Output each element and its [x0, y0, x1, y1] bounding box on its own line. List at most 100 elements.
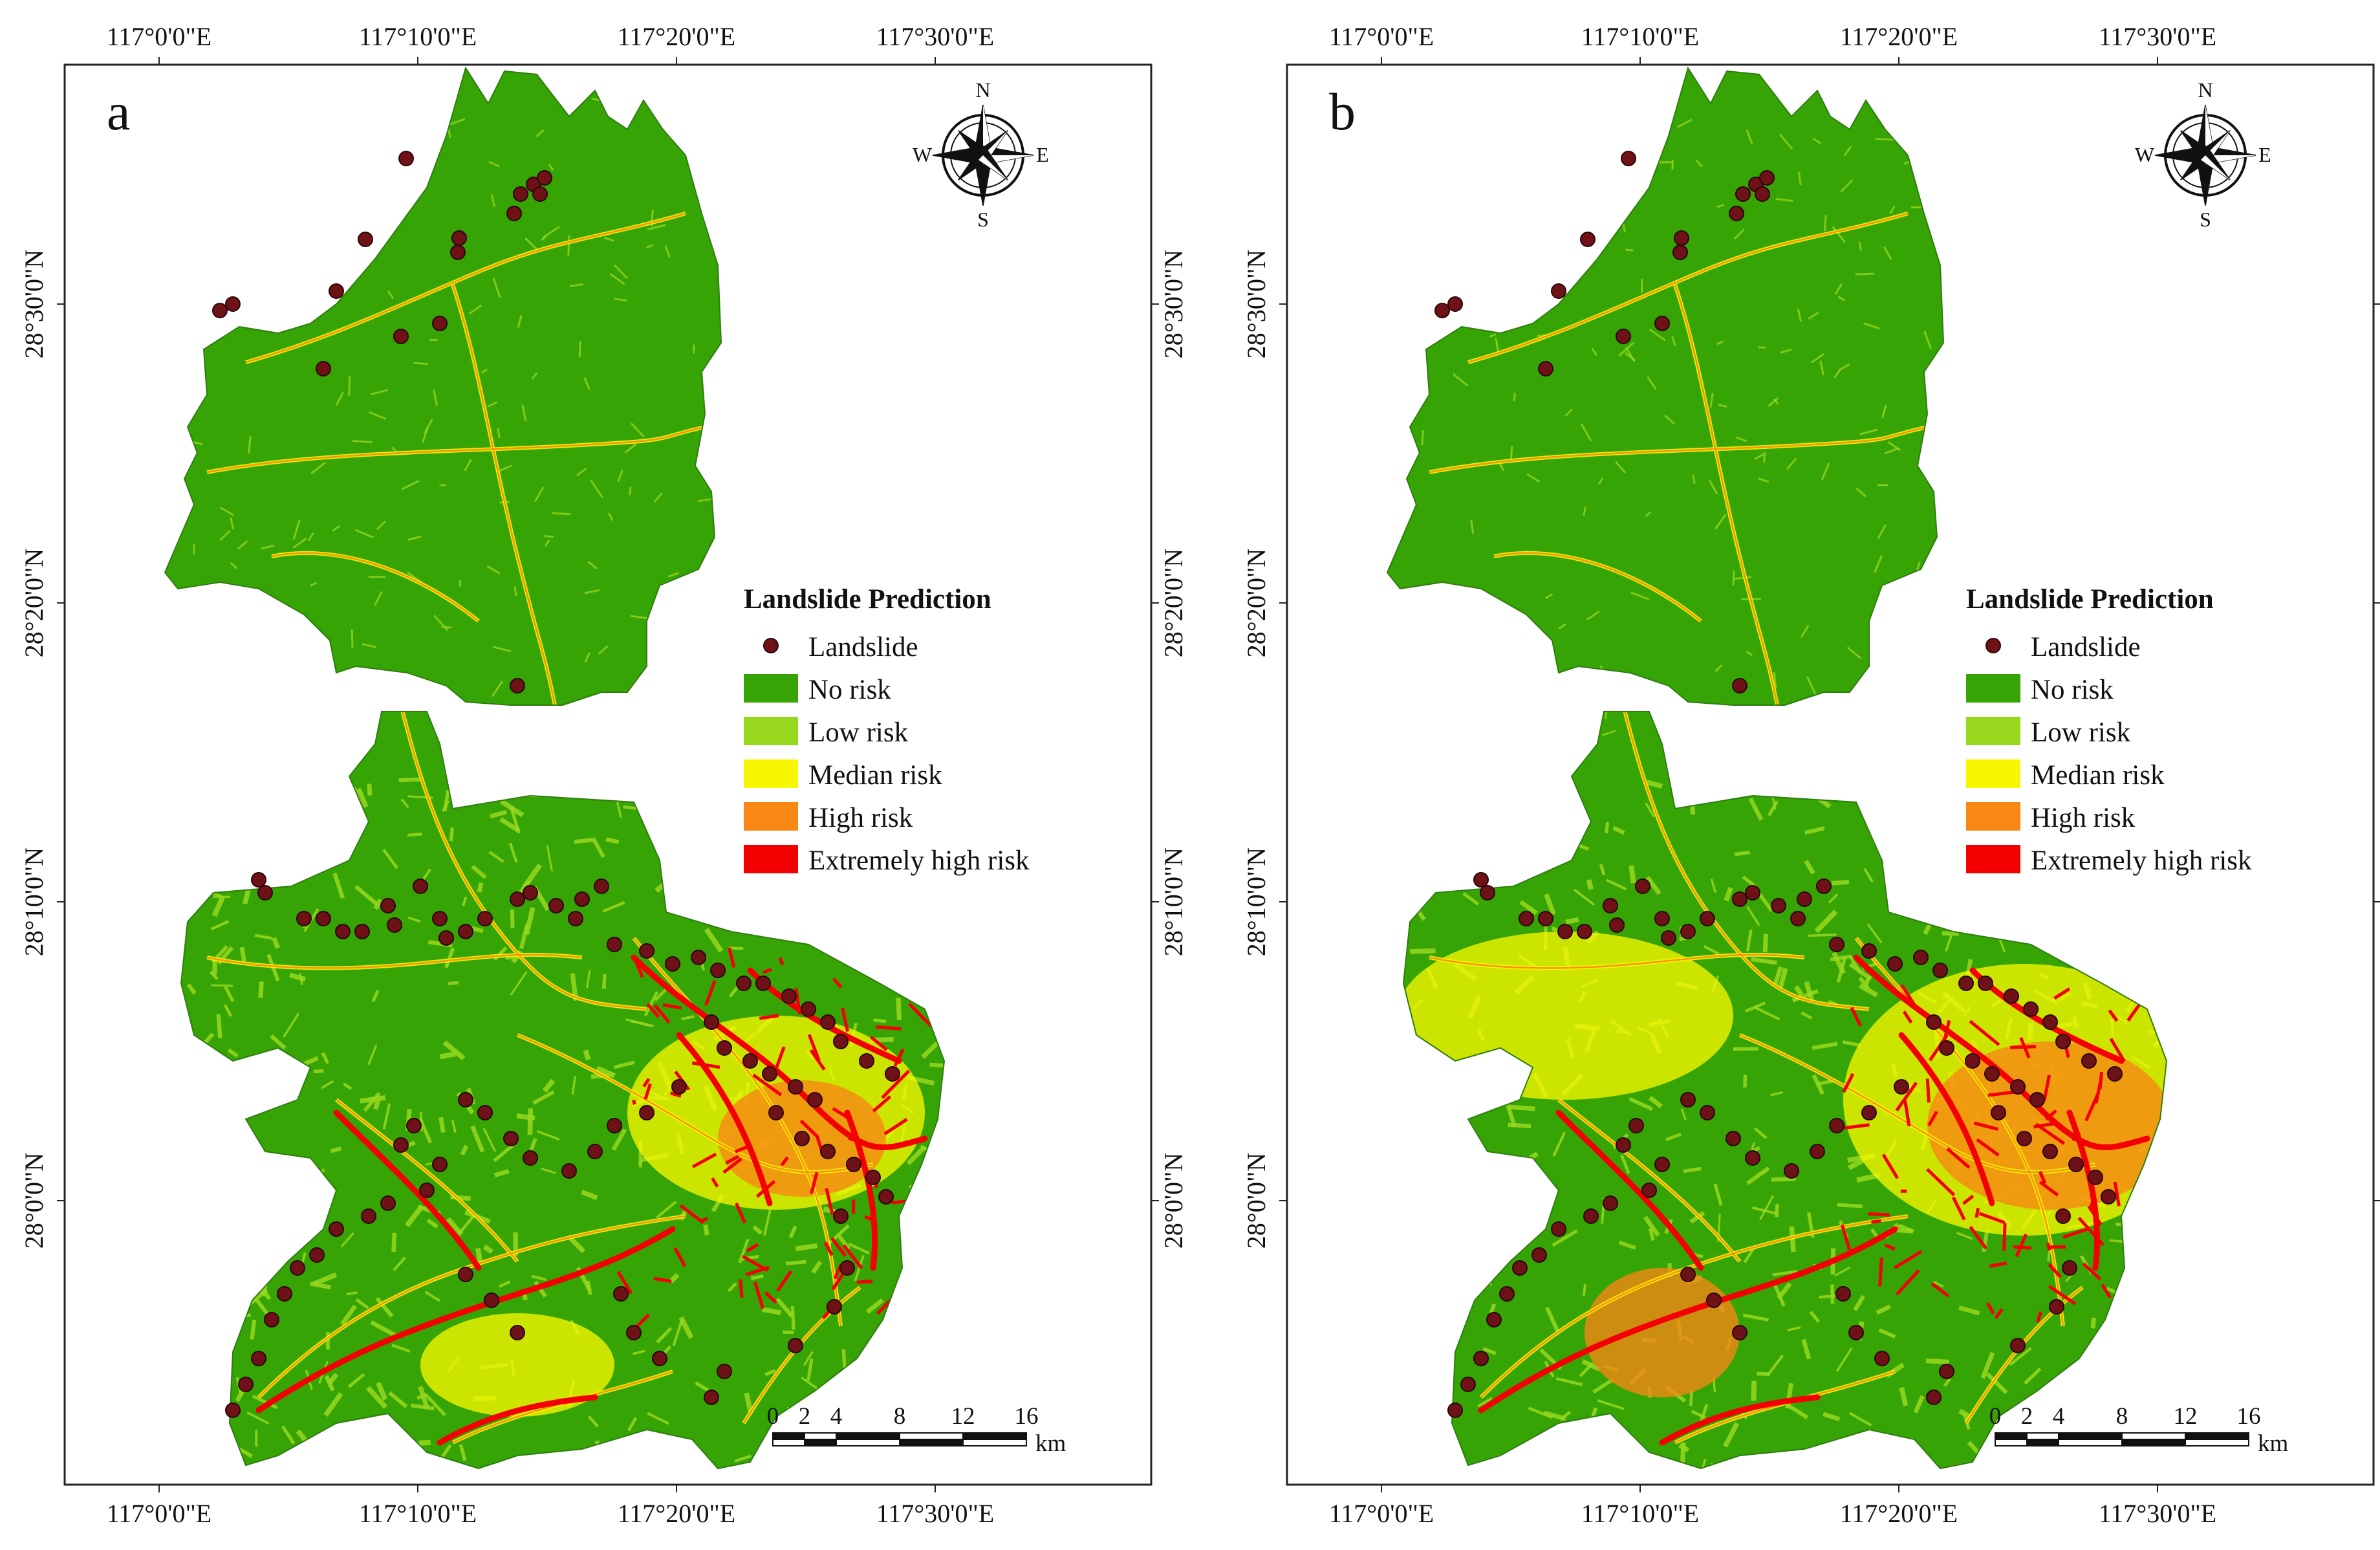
landslide-point	[1674, 230, 1689, 246]
study-area-outline	[164, 66, 946, 1470]
y-tick-label-left: 28°30'0"N	[1242, 250, 1271, 358]
landslide-point	[1700, 911, 1715, 926]
landslide-point	[704, 1390, 719, 1405]
landslide-point	[1861, 943, 1877, 959]
landslide-point	[639, 1105, 654, 1120]
legend-item-label: Extremely high risk	[808, 846, 1030, 876]
landslide-point	[1745, 885, 1760, 901]
landslide-point	[1874, 1351, 1890, 1366]
landslide-point	[380, 898, 396, 913]
x-tick-label-top: 117°30'0"E	[876, 22, 994, 51]
landslide-point	[316, 361, 331, 377]
landslide-point	[1557, 924, 1573, 939]
landslide-point	[1434, 303, 1450, 318]
legend-item-label: Landslide	[808, 632, 918, 662]
landslide-point	[1538, 911, 1553, 926]
landslide-point	[574, 891, 590, 907]
y-tick-label-left: 28°20'0"N	[1242, 549, 1271, 657]
landslide-point	[1519, 911, 1534, 926]
x-tick-label-bottom: 117°10'0"E	[359, 1499, 477, 1528]
y-tick-label-right: 28°30'0"N	[1159, 250, 1188, 358]
landslide-point	[503, 1131, 519, 1146]
panel-letter: b	[1329, 82, 1356, 141]
landslide-point	[548, 898, 564, 913]
landslide-point	[450, 245, 466, 260]
landslide-point	[212, 303, 228, 318]
landslide-point	[1816, 879, 1832, 894]
landslide-point	[1848, 1325, 1864, 1340]
legend-color-swatch	[744, 674, 798, 703]
landslide-point	[335, 924, 351, 939]
legend-item-label: No risk	[2031, 675, 2114, 705]
landslide-point	[1735, 186, 1751, 202]
landslide-point	[532, 186, 548, 202]
landslide-point	[477, 911, 493, 926]
landslide-point	[1609, 917, 1625, 933]
landslide-point	[419, 1183, 435, 1198]
landslide-point	[691, 950, 706, 965]
compass-label-west: W	[913, 143, 933, 166]
legend-item-label: Median risk	[808, 760, 942, 791]
landslide-point	[1480, 885, 1495, 901]
landslide-point	[781, 988, 797, 1004]
landslide-point	[2010, 1079, 2026, 1095]
landslide-point	[1926, 1014, 1942, 1030]
landslide-points	[212, 151, 900, 1418]
landslide-point	[2042, 1144, 2058, 1159]
landslide-point	[742, 1053, 758, 1069]
landslide-point	[2088, 1170, 2103, 1185]
x-tick-label-bottom: 117°10'0"E	[1581, 1499, 1699, 1528]
landslide-point	[251, 1351, 266, 1366]
legend-item-label: No risk	[808, 675, 891, 705]
scale-bar-label: 0	[767, 1403, 779, 1430]
landslide-point	[1577, 924, 1592, 939]
landslide-point	[768, 1105, 784, 1120]
landslide-point	[1784, 1163, 1799, 1179]
landslide-point	[329, 283, 344, 299]
landslide-point	[1926, 1390, 1942, 1405]
scale-bar-label: 2	[2021, 1403, 2033, 1430]
landslide-point	[736, 976, 752, 991]
landslide-point	[432, 316, 448, 331]
landslide-point	[1616, 1137, 1631, 1153]
landslide-point	[1551, 1221, 1566, 1237]
landslide-point	[1672, 245, 1688, 260]
landslide-point	[1473, 872, 1489, 888]
y-tick-label-left: 28°0'0"N	[1242, 1153, 1271, 1249]
landslide-point	[329, 1221, 344, 1237]
landslide-point	[1538, 361, 1553, 377]
scale-bar-label: 16	[1015, 1403, 1039, 1430]
compass-label-south: S	[977, 208, 989, 231]
landslide-point	[1991, 1105, 2006, 1120]
landslide-point	[451, 230, 467, 246]
landslide-point	[2107, 1066, 2123, 1082]
landslide-point	[820, 1144, 836, 1159]
landslide-point	[1745, 1150, 1760, 1166]
landslide-point	[296, 911, 312, 926]
landslide-point	[1499, 1286, 1515, 1302]
landslide-point	[309, 1247, 325, 1263]
landslide-point	[833, 1034, 849, 1049]
landslide-point	[671, 1079, 687, 1095]
landslide-point	[251, 872, 266, 888]
landslide-point	[885, 1066, 900, 1082]
landslide-point	[406, 1118, 422, 1133]
landslide-point	[393, 329, 409, 344]
landslide-point	[1732, 678, 1747, 693]
legend-title: Landslide Prediction	[1966, 584, 2214, 615]
landslide-point	[788, 1338, 803, 1353]
x-tick-label-bottom: 117°30'0"E	[876, 1499, 994, 1528]
landslide-point	[458, 1092, 473, 1108]
landslide-point	[561, 1163, 577, 1179]
landslide-point	[2068, 1157, 2084, 1172]
landslide-point	[587, 1144, 603, 1159]
x-tick-label-top: 117°30'0"E	[2099, 22, 2216, 51]
legend-title: Landslide Prediction	[744, 584, 991, 615]
landslide-point	[1603, 1195, 1618, 1211]
landslide-point	[859, 1053, 874, 1069]
legend-color-swatch	[1966, 759, 2020, 788]
landslide-point	[484, 1293, 499, 1308]
landslide-point	[865, 1170, 881, 1185]
landslide-point	[710, 963, 726, 978]
landslide-point	[652, 1351, 667, 1366]
